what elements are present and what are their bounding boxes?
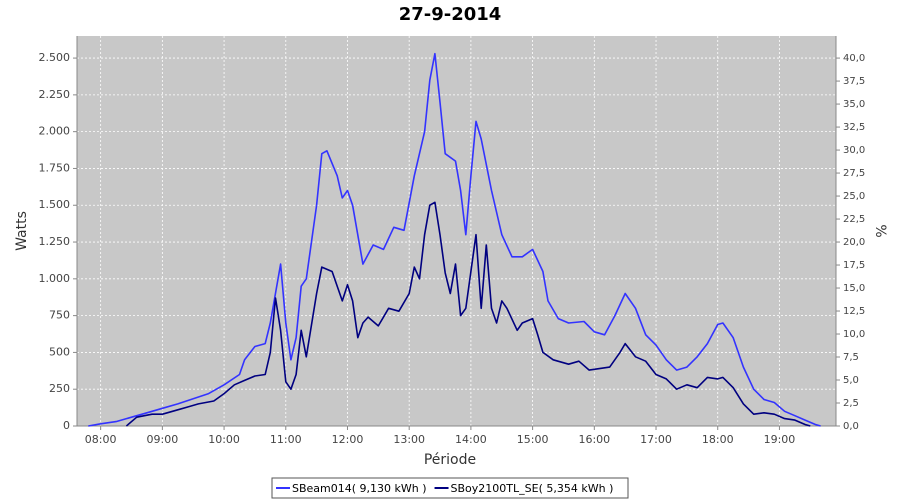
y2-tick-label: 35,0: [843, 99, 865, 110]
series-line: [88, 52, 821, 427]
x-tick-label: 15:00: [517, 433, 549, 446]
x-tick-label: 13:00: [393, 433, 425, 446]
plot-area: [77, 36, 836, 426]
x-tick-label: 12:00: [332, 433, 364, 446]
legend-label: SBeam014( 9,130 kWh ): [292, 482, 427, 495]
y-tick-label: 2.250: [39, 88, 71, 101]
y2-tick-label: 5,0: [843, 375, 859, 386]
x-tick-label: 08:00: [85, 433, 117, 446]
legend-label: SBoy2100TL_SE( 5,354 kWh ): [451, 482, 614, 495]
y2-tick-label: 37,5: [843, 76, 865, 87]
legend: [271, 477, 629, 499]
y2-tick-label: 20,0: [843, 237, 865, 248]
y-tick-label: 1.500: [39, 198, 71, 211]
x-tick-label: 10:00: [208, 433, 240, 446]
y2-tick-label: 40,0: [843, 53, 865, 64]
y-tick-label: 1.750: [39, 161, 71, 174]
series-line: [125, 201, 811, 427]
x-tick-label: 14:00: [455, 433, 487, 446]
y2-tick-label: 10,0: [843, 329, 865, 340]
x-tick-label: 18:00: [702, 433, 734, 446]
y2-tick-label: 15,0: [843, 283, 865, 294]
y2-tick-label: 32,5: [843, 122, 865, 133]
x-tick-label: 16:00: [578, 433, 610, 446]
y-tick-label: 2.500: [39, 51, 71, 64]
y-tick-label: 2.000: [39, 125, 71, 138]
y2-tick-label: 0,0: [843, 421, 859, 432]
y2-tick-label: 12,5: [843, 306, 865, 317]
x-tick-label: 17:00: [640, 433, 672, 446]
y-tick-label: 500: [49, 345, 70, 358]
y2-tick-label: 2,5: [843, 398, 859, 409]
y-tick-label: 0: [63, 419, 70, 432]
y-tick-label: 750: [49, 309, 70, 322]
y2-tick-label: 30,0: [843, 145, 865, 156]
y2-tick-label: 17,5: [843, 260, 865, 271]
y2-tick-label: 25,0: [843, 191, 865, 202]
x-tick-label: 09:00: [147, 433, 179, 446]
y2-tick-label: 7,5: [843, 352, 859, 363]
y-tick-label: 1.250: [39, 235, 71, 248]
x-axis-title: Période: [424, 452, 476, 468]
y2-axis-title: %: [872, 224, 888, 237]
x-tick-label: 19:00: [764, 433, 796, 446]
chart-title: 27-9-2014: [399, 4, 502, 25]
y-tick-label: 1.000: [39, 272, 71, 285]
y2-tick-label: 27,5: [843, 168, 865, 179]
x-tick-label: 11:00: [270, 433, 302, 446]
y2-tick-label: 22,5: [843, 214, 865, 225]
y-tick-label: 250: [49, 382, 70, 395]
y-axis-title: Watts: [14, 211, 30, 251]
